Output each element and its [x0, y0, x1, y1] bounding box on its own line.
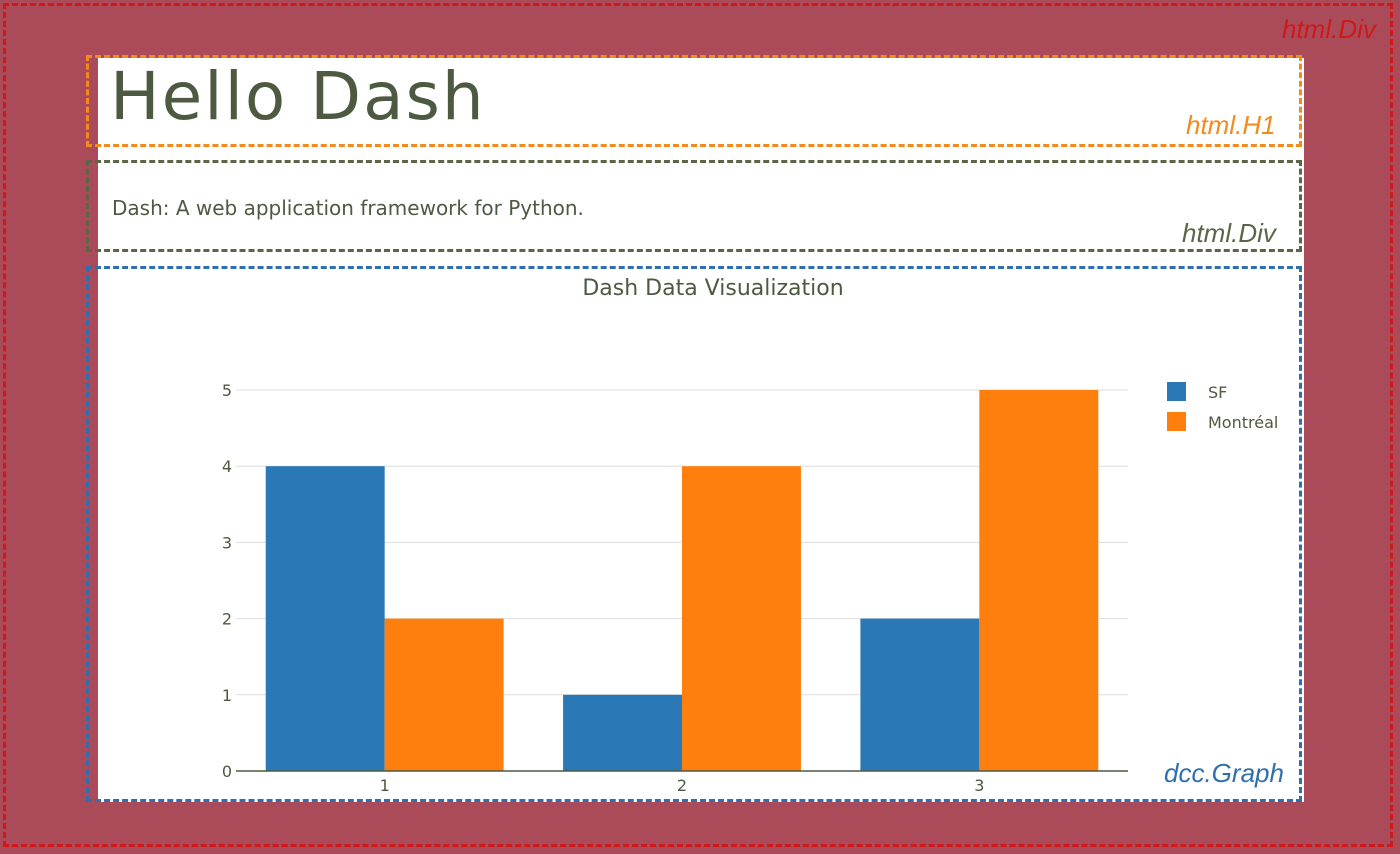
bar-sf-3[interactable] [860, 618, 980, 771]
legend-label[interactable]: Montréal [1208, 413, 1278, 432]
graph-region-border [86, 266, 1302, 802]
legend-label[interactable]: SF [1208, 383, 1227, 402]
legend-swatch[interactable] [1167, 412, 1186, 431]
x-tick-label: 2 [677, 776, 687, 795]
x-tick-label: 3 [974, 776, 984, 795]
page-title: Hello Dash [110, 58, 486, 135]
bar-montreal-2[interactable] [682, 466, 801, 771]
chart-bars [265, 390, 1099, 771]
graph-label: dcc.Graph [1164, 758, 1284, 788]
h1-label: html.H1 [1186, 110, 1276, 140]
chart-axes: 0 1 2 3 4 5 1 2 3 [222, 381, 1128, 795]
y-tick-label: 2 [222, 610, 232, 629]
y-tick-label: 0 [222, 762, 232, 781]
outer-div-border [3, 3, 1393, 847]
h1-region-border [86, 55, 1302, 147]
legend-swatch[interactable] [1167, 382, 1186, 401]
chart-legend: SF Montréal [1167, 382, 1278, 432]
y-tick-label: 4 [222, 457, 232, 476]
div-region-border [86, 160, 1302, 252]
y-tick-label: 5 [222, 381, 232, 400]
bar-montreal-1[interactable] [384, 618, 504, 771]
y-tick-label: 1 [222, 686, 232, 705]
chart-title: Dash Data Visualization [582, 276, 843, 301]
outer-div-label: html.Div [1282, 14, 1376, 44]
bar-sf-1[interactable] [265, 466, 385, 771]
bar-montreal-3[interactable] [979, 390, 1099, 771]
x-tick-label: 1 [380, 776, 390, 795]
bar-sf-2[interactable] [563, 694, 682, 771]
div-label: html.Div [1182, 218, 1276, 248]
y-tick-label: 3 [222, 533, 232, 552]
description-text: Dash: A web application framework for Py… [112, 196, 584, 220]
